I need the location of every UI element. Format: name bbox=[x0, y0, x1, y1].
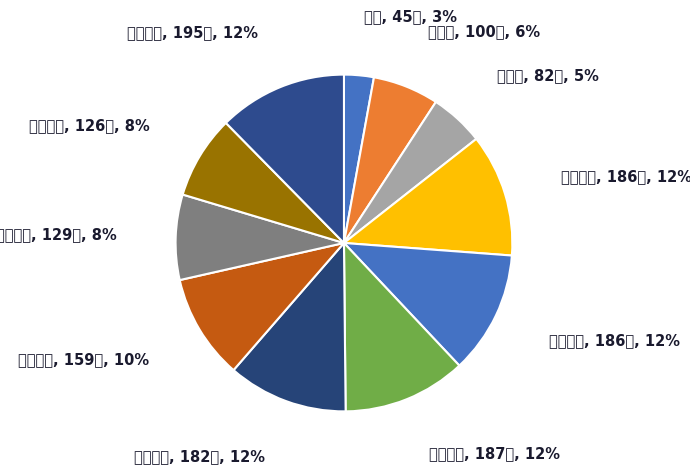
Wedge shape bbox=[344, 75, 374, 243]
Wedge shape bbox=[344, 102, 476, 243]
Wedge shape bbox=[344, 77, 436, 243]
Text: ４０歳～, 182人, 12%: ４０歳～, 182人, 12% bbox=[135, 449, 266, 464]
Text: ５０歳～, 159人, 10%: ５０歳～, 159人, 10% bbox=[18, 352, 149, 367]
Wedge shape bbox=[179, 243, 344, 370]
Wedge shape bbox=[183, 123, 344, 243]
Wedge shape bbox=[344, 243, 460, 411]
Text: ３０歳～, 187人, 12%: ３０歳～, 187人, 12% bbox=[428, 446, 560, 461]
Text: １歳～, 100人, 6%: １歳～, 100人, 6% bbox=[428, 24, 540, 39]
Text: ６０歳～, 129人, 8%: ６０歳～, 129人, 8% bbox=[0, 228, 117, 243]
Wedge shape bbox=[175, 195, 344, 280]
Text: ５歳～, 82人, 5%: ５歳～, 82人, 5% bbox=[497, 68, 600, 83]
Text: １０歳～, 186人, 12%: １０歳～, 186人, 12% bbox=[562, 169, 690, 184]
Text: ８０歳～, 195人, 12%: ８０歳～, 195人, 12% bbox=[127, 25, 258, 40]
Wedge shape bbox=[344, 243, 512, 366]
Wedge shape bbox=[226, 75, 344, 243]
Text: ０歳, 45人, 3%: ０歳, 45人, 3% bbox=[364, 9, 457, 24]
Wedge shape bbox=[233, 243, 346, 411]
Text: ７０歳～, 126人, 8%: ７０歳～, 126人, 8% bbox=[28, 118, 149, 133]
Wedge shape bbox=[344, 139, 513, 256]
Text: ２０歳～, 186人, 12%: ２０歳～, 186人, 12% bbox=[549, 333, 680, 348]
